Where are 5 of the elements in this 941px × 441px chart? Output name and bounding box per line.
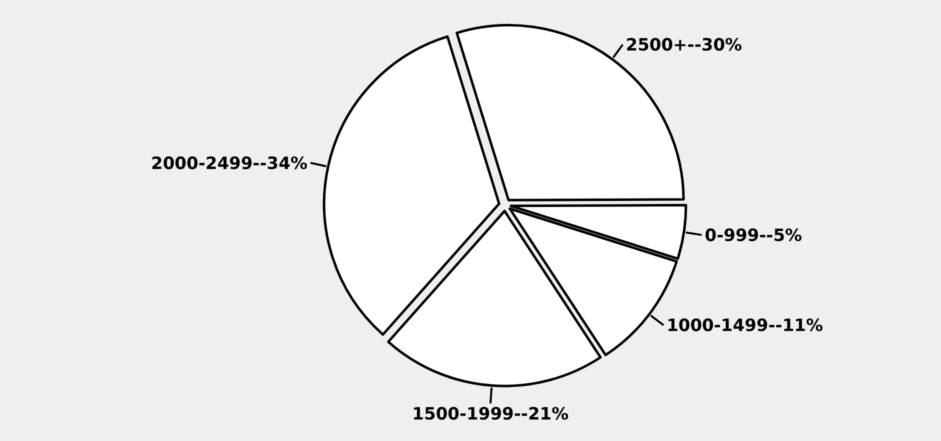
- slice-label: 1000-1499--11%: [666, 316, 824, 336]
- slice-label: 2000-2499--34%: [151, 154, 308, 174]
- slice-label: 0-999--5%: [704, 226, 802, 246]
- slice-label: 2500+--30%: [626, 36, 742, 56]
- slice-label: 1500-1999--21%: [412, 404, 569, 424]
